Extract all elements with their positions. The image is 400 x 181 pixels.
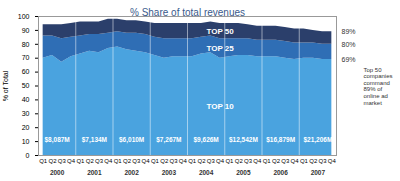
svg-text:10: 10 <box>22 138 30 145</box>
svg-text:20: 20 <box>22 124 30 131</box>
svg-text:Q3: Q3 <box>281 158 290 164</box>
svg-text:$21,206M: $21,206M <box>303 136 332 144</box>
svg-text:2007: 2007 <box>311 169 326 176</box>
svg-text:Q3: Q3 <box>95 158 104 164</box>
svg-text:Q2: Q2 <box>160 158 169 164</box>
svg-text:Top 50companiescommand89% ofon: Top 50companiescommand89% ofonline admar… <box>364 67 393 106</box>
svg-text:Q1: Q1 <box>263 158 272 164</box>
svg-text:Q4: Q4 <box>291 158 300 164</box>
svg-text:Q1: Q1 <box>76 158 85 164</box>
svg-text:2006: 2006 <box>273 169 288 176</box>
svg-text:Q1: Q1 <box>114 158 123 164</box>
svg-text:80: 80 <box>22 41 30 48</box>
svg-text:Q1: Q1 <box>225 158 234 164</box>
svg-text:80%: 80% <box>342 41 356 48</box>
svg-text:50: 50 <box>22 82 30 89</box>
svg-text:% Share of total revenues: % Share of total revenues <box>130 7 245 18</box>
svg-text:Q2: Q2 <box>123 158 132 164</box>
svg-text:2001: 2001 <box>87 169 102 176</box>
svg-text:TOP 10: TOP 10 <box>206 102 234 111</box>
svg-text:$8,087M: $8,087M <box>44 136 69 144</box>
svg-text:100: 100 <box>18 13 30 20</box>
svg-text:Q4: Q4 <box>253 158 262 164</box>
svg-text:$6,010M: $6,010M <box>119 136 144 144</box>
svg-text:TOP 25: TOP 25 <box>206 44 234 53</box>
svg-text:% of Total: % of Total <box>2 70 9 101</box>
svg-text:$7,267M: $7,267M <box>156 136 181 144</box>
svg-text:Q4: Q4 <box>104 158 113 164</box>
svg-text:Q2: Q2 <box>86 158 95 164</box>
svg-text:Q2: Q2 <box>48 158 57 164</box>
svg-text:Q4: Q4 <box>216 158 225 164</box>
svg-text:2000: 2000 <box>50 169 65 176</box>
svg-text:$16,879M: $16,879M <box>266 136 295 144</box>
svg-text:89%: 89% <box>342 28 356 35</box>
svg-text:Q2: Q2 <box>309 158 318 164</box>
svg-text:TOP 50: TOP 50 <box>206 27 234 36</box>
svg-text:90: 90 <box>22 27 30 34</box>
svg-text:2003: 2003 <box>162 169 177 176</box>
svg-text:Q3: Q3 <box>132 158 141 164</box>
svg-text:Q1: Q1 <box>300 158 309 164</box>
svg-text:Q1: Q1 <box>188 158 197 164</box>
svg-text:60: 60 <box>22 68 30 75</box>
svg-text:Q4: Q4 <box>179 158 188 164</box>
svg-text:2004: 2004 <box>199 169 214 176</box>
svg-text:Q4: Q4 <box>328 158 337 164</box>
svg-text:30: 30 <box>22 110 30 117</box>
svg-text:Q4: Q4 <box>142 158 151 164</box>
svg-text:Q3: Q3 <box>207 158 216 164</box>
svg-text:69%: 69% <box>342 56 356 63</box>
svg-text:$12,542M: $12,542M <box>229 136 258 144</box>
svg-text:Q2: Q2 <box>272 158 281 164</box>
svg-text:Q4: Q4 <box>67 158 76 164</box>
svg-text:0: 0 <box>26 152 30 159</box>
svg-text:2005: 2005 <box>236 169 251 176</box>
svg-text:Q2: Q2 <box>197 158 206 164</box>
svg-text:$7,134M: $7,134M <box>82 136 107 144</box>
svg-text:Q2: Q2 <box>235 158 244 164</box>
svg-text:Q1: Q1 <box>151 158 160 164</box>
svg-text:Q3: Q3 <box>244 158 253 164</box>
svg-text:Q3: Q3 <box>319 158 328 164</box>
svg-text:40: 40 <box>22 96 30 103</box>
svg-text:70: 70 <box>22 54 30 61</box>
svg-text:Q3: Q3 <box>170 158 179 164</box>
svg-text:$9,626M: $9,626M <box>193 136 218 144</box>
svg-text:2002: 2002 <box>124 169 139 176</box>
svg-text:Q1: Q1 <box>39 158 48 164</box>
svg-text:Q3: Q3 <box>58 158 67 164</box>
